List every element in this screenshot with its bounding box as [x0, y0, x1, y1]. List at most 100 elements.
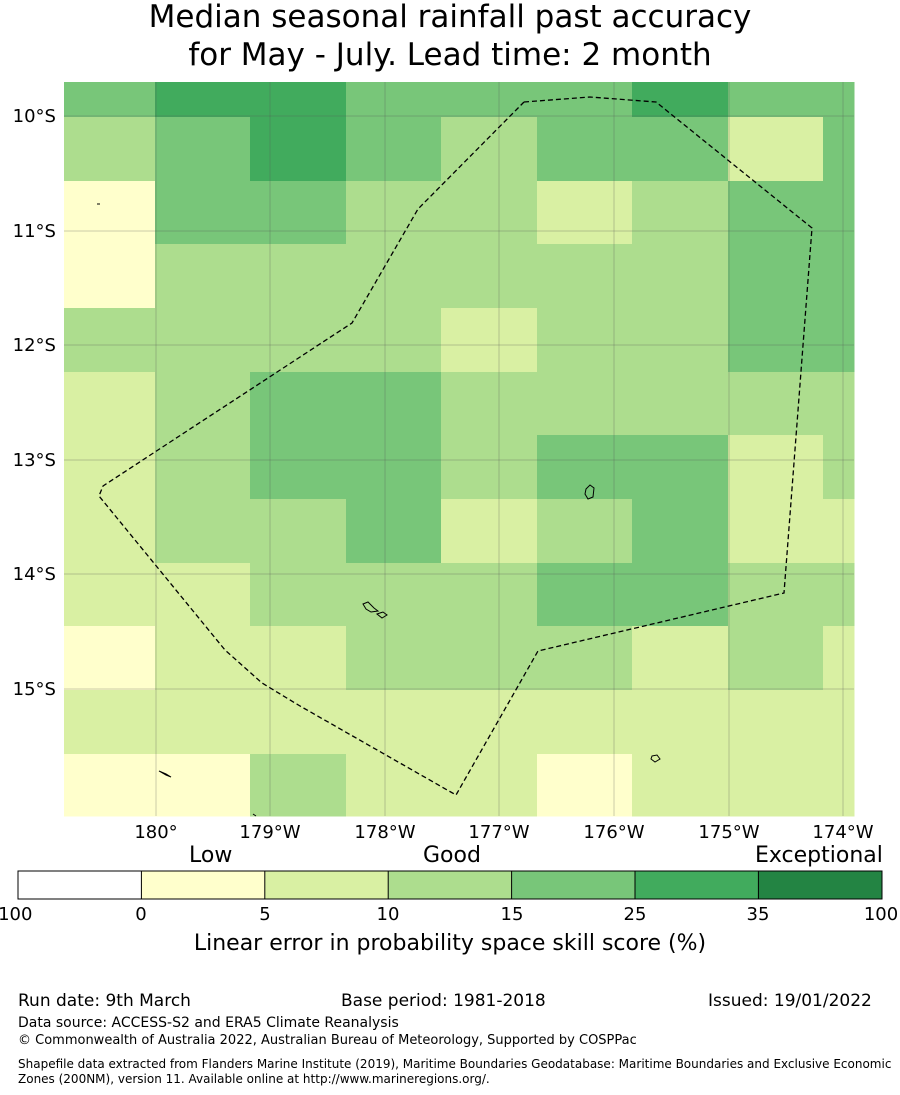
- colorbar-tick: 15: [501, 904, 524, 925]
- grid-cell: [346, 82, 442, 118]
- grid-cell: [537, 754, 633, 817]
- grid-cell: [728, 435, 824, 500]
- grid-cell: [346, 563, 442, 627]
- island-south-east: [650, 754, 661, 763]
- grid-cell: [632, 499, 729, 564]
- grid-cell: [250, 563, 347, 627]
- shapefile-credit-line2: Zones (200NM), version 11. Available onl…: [18, 1072, 490, 1086]
- grid-cell: [250, 244, 347, 309]
- grid-cell: [155, 308, 251, 373]
- lat-label: 12°S: [13, 335, 56, 356]
- grid-cell: [441, 499, 538, 564]
- grid-cell: [441, 435, 538, 500]
- grid-cell: [155, 181, 251, 245]
- grid-cell: [155, 499, 251, 564]
- grid-cell: [441, 626, 538, 691]
- eez-boundary: [98, 96, 813, 796]
- grid-cell: [728, 181, 824, 245]
- grid-cell: [632, 372, 729, 436]
- grid-cell: [155, 372, 251, 436]
- grid-cell: [632, 117, 729, 182]
- legend-exceptional-label: Exceptional: [755, 843, 883, 868]
- grid-cell: [537, 435, 633, 500]
- grid-cell: [155, 117, 251, 182]
- grid-cell: [537, 181, 633, 245]
- grid-cell: [728, 244, 824, 309]
- colorbar-tick: 25: [624, 904, 647, 925]
- lon-label: 177°W: [468, 822, 529, 843]
- grid-cell: [632, 244, 729, 309]
- grid-cell: [64, 690, 156, 755]
- grid-cell: [64, 117, 156, 182]
- grid-cell: [346, 117, 442, 182]
- lon-label: 174°W: [812, 822, 873, 843]
- grid-cell: [441, 754, 538, 817]
- lat-label: 11°S: [13, 221, 56, 242]
- grid-cell: [632, 82, 729, 118]
- grid-cell: [823, 690, 855, 755]
- colorbar-tick: -100: [0, 904, 32, 925]
- grid-cell: [537, 117, 633, 182]
- grid-cell: [155, 563, 251, 627]
- colorbar-tick: 5: [259, 904, 270, 925]
- legend-low-label: Low: [189, 843, 233, 868]
- grid-cell: [632, 563, 729, 627]
- grid-cell: [64, 563, 156, 627]
- grid-cell: [441, 563, 538, 627]
- grid-cell: [823, 181, 855, 245]
- latitude-labels: 10°S 11°S 12°S 13°S 14°S 15°S: [13, 106, 56, 700]
- grid-cell: [823, 244, 855, 309]
- legend-good-label: Good: [423, 843, 481, 868]
- grid-cell: [64, 499, 156, 564]
- longitude-labels: 180° 179°W 178°W 177°W 176°W 175°W 174°W: [134, 822, 873, 843]
- grid-cell: [155, 82, 251, 118]
- grid-cell: [537, 690, 633, 755]
- shapefile-credit: Shapefile data extracted from Flanders M…: [18, 1057, 900, 1087]
- grid-cell: [823, 82, 855, 118]
- grid-cell: [346, 754, 442, 817]
- colorbar-segment: [264, 871, 389, 899]
- lon-label: 178°W: [354, 822, 415, 843]
- grid-cell: [441, 244, 538, 309]
- grid-cell: [64, 435, 156, 500]
- colorbar-axis-title: Linear error in probability space skill …: [193, 931, 707, 956]
- copyright: © Commonwealth of Australia 2022, Austra…: [18, 1033, 637, 1048]
- grid-cell: [537, 308, 633, 373]
- grid-cell: [728, 117, 824, 182]
- shapefile-credit-line1: Shapefile data extracted from Flanders M…: [18, 1057, 892, 1071]
- chart-title-line2: for May - July. Lead time: 2 month: [188, 37, 712, 73]
- grid-cell: [64, 754, 156, 817]
- colorbar-segment: [141, 871, 265, 899]
- colorbar-segment: [635, 871, 759, 899]
- grid-cell: [823, 435, 855, 500]
- grid-cell: [250, 181, 347, 245]
- grid-cell: [346, 372, 442, 436]
- grid-cell: [823, 117, 855, 182]
- grid-cell: [823, 626, 855, 691]
- graticule: [64, 82, 854, 816]
- colorbar-segment: [511, 871, 635, 899]
- lon-label: 175°W: [698, 822, 759, 843]
- lat-label: 15°S: [13, 679, 56, 700]
- grid-cell: [632, 308, 729, 373]
- grid-cell: [346, 244, 442, 309]
- grid-cell: [250, 82, 347, 118]
- grid-cell: [632, 626, 729, 691]
- grid-cell: [728, 308, 824, 373]
- data-source: Data source: ACCESS-S2 and ERA5 Climate …: [18, 1015, 399, 1031]
- grid-cell: [728, 499, 824, 564]
- grid-cell: [441, 181, 538, 245]
- grid-cell: [823, 563, 855, 627]
- grid-cell: [537, 372, 633, 436]
- grid-cell: [250, 308, 347, 373]
- grid-cell: [537, 626, 633, 691]
- grid-cell: [64, 372, 156, 436]
- grid-cell: [537, 563, 633, 627]
- grid-cell: [728, 690, 824, 755]
- lat-label: 13°S: [13, 450, 56, 471]
- grid-cell: [64, 626, 156, 691]
- lat-label: 10°S: [13, 106, 56, 127]
- grid-cell: [441, 117, 538, 182]
- grid-cell: [728, 82, 824, 118]
- grid-cell: [823, 754, 855, 817]
